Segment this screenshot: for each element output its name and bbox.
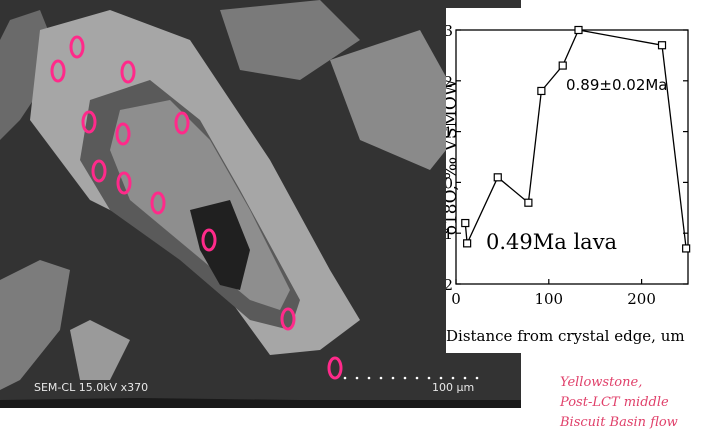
x-tick-label: 100 bbox=[534, 290, 563, 308]
caption-line-1: Yellowstone, bbox=[560, 375, 643, 390]
y-tick-label: -2 bbox=[446, 276, 453, 294]
caption-line-2: Post-LCT middle bbox=[560, 395, 669, 410]
annotation-lava-age: 0.49Ma lava bbox=[486, 230, 617, 254]
y-axis-label: δ18O, ‰ VSMOW bbox=[446, 78, 461, 235]
scale-label: 100 µm bbox=[432, 381, 475, 394]
data-point bbox=[461, 218, 470, 228]
data-point bbox=[574, 25, 583, 35]
instrument-label: SEM-CL 15.0kV x370 bbox=[34, 381, 149, 394]
x-axis-label: Distance from crystal edge, um bbox=[446, 327, 685, 345]
y-tick-label: 3 bbox=[446, 22, 453, 40]
y-tick-label: -1 bbox=[446, 225, 453, 243]
sem-cl-micrograph: SEM-CL 15.0kV x370 100 µm bbox=[0, 0, 521, 408]
y-tick-label: 0 bbox=[446, 174, 453, 192]
data-point bbox=[558, 61, 567, 70]
y-tick-label: 1 bbox=[446, 124, 453, 142]
data-point bbox=[463, 239, 472, 248]
analysis-spots bbox=[50, 35, 343, 380]
plot-frame bbox=[455, 29, 689, 285]
y-tick-label: 2 bbox=[446, 73, 453, 91]
x-tick-label: 200 bbox=[627, 290, 656, 308]
chart-background bbox=[446, 8, 723, 353]
caption: Yellowstone, Post-LCT middle Biscuit Bas… bbox=[560, 373, 678, 433]
data-point bbox=[657, 41, 667, 50]
data-point bbox=[493, 173, 502, 182]
zircon-image bbox=[0, 0, 521, 408]
scale-bar bbox=[343, 376, 479, 380]
caption-line-3: Biscuit Basin flow bbox=[560, 415, 678, 430]
annotation-age-crystal: 0.89±0.02Ma bbox=[566, 76, 668, 94]
data-point bbox=[524, 198, 533, 207]
data-point bbox=[537, 86, 546, 96]
x-tick-label: 0 bbox=[451, 290, 461, 308]
data-point bbox=[682, 244, 691, 253]
